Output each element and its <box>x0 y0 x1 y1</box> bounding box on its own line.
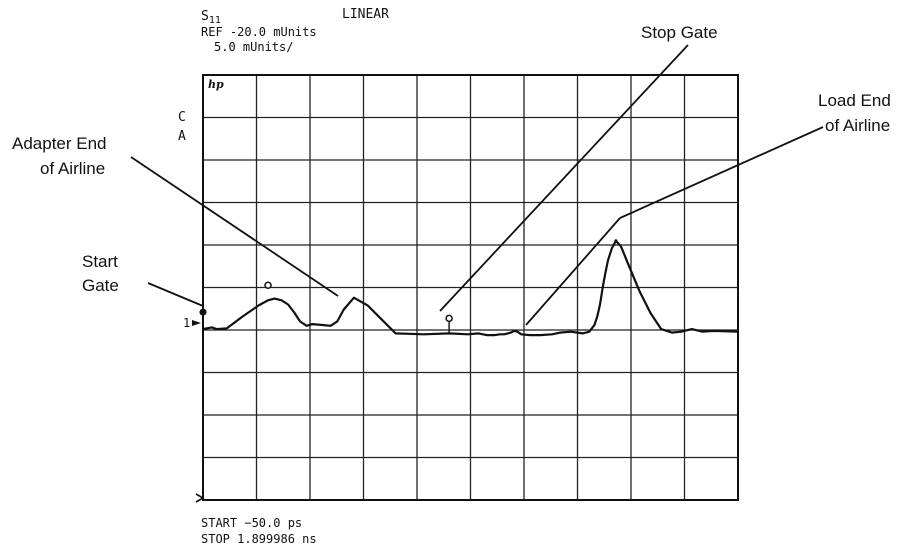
graticule <box>202 74 739 501</box>
format-label: LINEAR <box>342 7 389 22</box>
peak-point <box>614 239 618 243</box>
annotation-load-end-line2: of Airline <box>825 116 890 135</box>
bottom-marker-arrow <box>195 493 205 503</box>
channel-letter-a: A <box>178 129 186 144</box>
stop-gate-marker <box>445 314 453 323</box>
leader-start-gate <box>147 282 204 307</box>
graticule-frame <box>202 74 739 501</box>
trace-series-0 <box>202 239 738 337</box>
leader-adapter-end <box>130 156 339 297</box>
annotation-load-end-line1: Load End <box>818 91 891 110</box>
annotation-stop-gate: Stop Gate <box>641 23 718 42</box>
ref-line: REF -20.0 mUnits <box>201 25 317 39</box>
channel-letter-c: C <box>178 110 186 125</box>
stop-line: STOP 1.899986 ns <box>201 532 317 546</box>
scale-line: 5.0 mUnits/ <box>214 40 293 54</box>
leader-stop-gate <box>439 44 689 312</box>
leader-load-end-baseline <box>525 217 621 326</box>
annotation-adapter-end-line1: Adapter End <box>12 134 107 153</box>
trace-layer <box>202 239 738 337</box>
ref-marker-label: 1 <box>183 316 190 330</box>
hp-logo: hp <box>208 78 224 91</box>
leader-load-end <box>619 126 824 219</box>
annotation-adapter-end-line2: of Airline <box>40 159 105 178</box>
start-line: START −50.0 ps <box>201 516 302 530</box>
marker-layer <box>199 239 618 334</box>
annotation-start-gate-line1: Start <box>82 252 118 271</box>
annotation-start-gate-line2: Gate <box>82 276 119 295</box>
param-s11: S11 <box>201 9 221 26</box>
start-gate-marker <box>199 308 207 316</box>
marker-1 <box>264 281 272 289</box>
ref-marker-arrow <box>192 320 201 326</box>
